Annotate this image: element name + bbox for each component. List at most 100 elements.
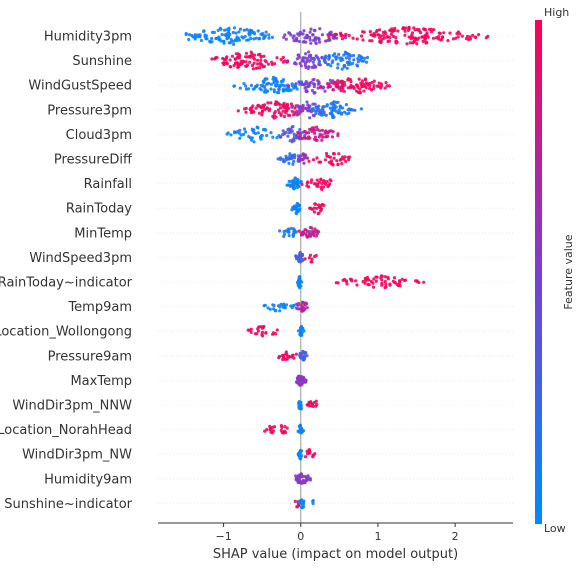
data-point (210, 57, 214, 61)
data-point (199, 38, 203, 43)
x-tick-label: 1 (374, 530, 381, 543)
data-point (299, 307, 303, 311)
data-point (259, 58, 263, 62)
data-point (337, 152, 341, 156)
data-point (263, 107, 267, 112)
data-point (337, 52, 341, 57)
data-point (313, 90, 317, 95)
data-point (291, 162, 295, 166)
data-point (289, 179, 293, 183)
data-point (360, 56, 364, 60)
data-point (386, 35, 390, 39)
data-point (256, 29, 260, 33)
data-point (288, 139, 292, 143)
data-point (219, 27, 223, 31)
data-point (301, 300, 305, 304)
data-point (274, 83, 278, 87)
data-point (367, 278, 371, 282)
x-axis-label: SHAP value (impact on model output) (213, 547, 458, 562)
data-point (229, 37, 233, 42)
data-point (300, 182, 304, 186)
data-point (310, 88, 314, 93)
data-point (273, 102, 277, 106)
data-point (203, 35, 207, 39)
feature-points-row (210, 50, 370, 71)
data-point (264, 90, 268, 94)
data-point (308, 225, 312, 230)
data-point (273, 110, 277, 114)
data-point (272, 307, 276, 311)
data-point (247, 134, 251, 139)
data-point (342, 89, 346, 93)
data-point (258, 61, 262, 65)
x-tick-label: −1 (215, 530, 231, 543)
data-point (326, 38, 330, 43)
data-point (308, 230, 312, 234)
data-point (210, 40, 214, 44)
data-point (344, 32, 348, 37)
data-point (193, 37, 197, 41)
data-point (299, 254, 304, 258)
data-point (281, 78, 285, 82)
data-point (280, 354, 284, 358)
data-point (308, 450, 312, 454)
data-point (298, 128, 302, 132)
data-point (296, 307, 300, 311)
data-point (300, 381, 305, 385)
data-point (295, 381, 299, 385)
data-point (295, 36, 299, 40)
data-point (342, 80, 346, 85)
data-point (285, 352, 289, 357)
data-point (278, 229, 282, 233)
data-point (275, 80, 279, 84)
data-point (421, 39, 425, 44)
data-point (341, 278, 345, 282)
data-point (304, 40, 308, 44)
data-point (293, 499, 297, 503)
data-point (302, 83, 306, 87)
data-point (370, 88, 374, 92)
data-point (384, 282, 388, 286)
data-point (267, 36, 271, 40)
data-point (224, 33, 228, 38)
data-point (308, 35, 312, 39)
data-point (308, 30, 312, 34)
data-point (397, 282, 401, 286)
data-point (484, 36, 488, 40)
data-point (352, 58, 356, 62)
data-point (241, 132, 245, 137)
data-point (278, 106, 283, 110)
data-point (323, 131, 327, 135)
data-point (297, 500, 301, 504)
data-point (295, 133, 299, 138)
data-point (458, 32, 462, 36)
data-point (303, 378, 307, 382)
data-point (276, 304, 281, 308)
data-point (259, 137, 263, 141)
data-point (295, 207, 299, 211)
data-point (382, 36, 386, 41)
data-point (260, 113, 264, 117)
data-point (284, 303, 289, 307)
data-point (255, 125, 259, 129)
data-point (232, 39, 236, 43)
data-point (343, 110, 347, 114)
data-point (347, 57, 351, 61)
data-point (284, 109, 288, 113)
data-point (332, 156, 336, 160)
data-point (323, 89, 327, 93)
data-point (196, 35, 200, 39)
data-point (289, 226, 293, 230)
data-point (439, 38, 443, 42)
data-point (364, 278, 368, 283)
data-point (407, 25, 411, 29)
data-point (298, 279, 303, 283)
data-point (291, 84, 295, 88)
data-point (242, 28, 246, 32)
data-point (406, 28, 410, 32)
data-point (345, 66, 349, 70)
data-point (276, 108, 280, 112)
data-point (372, 79, 376, 83)
data-point (311, 499, 315, 504)
feature-points-row (276, 151, 352, 167)
